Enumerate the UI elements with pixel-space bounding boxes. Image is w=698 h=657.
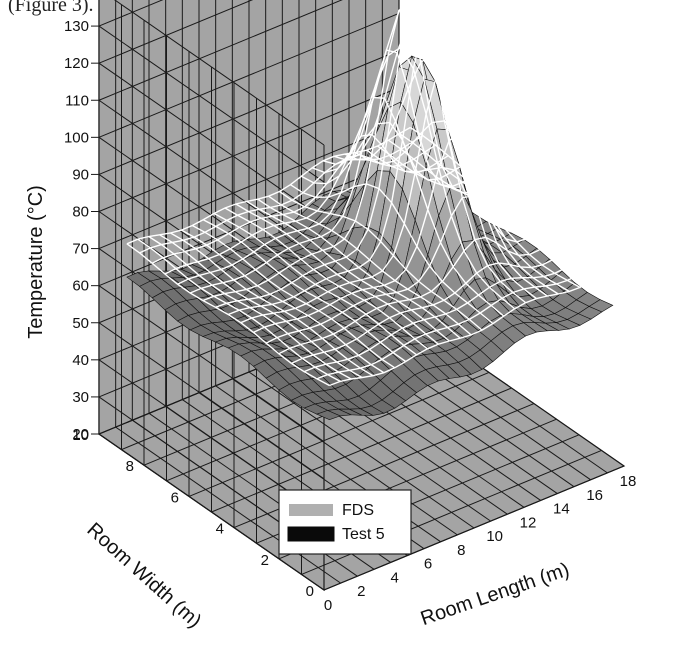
fds-wireframe-line (333, 0, 537, 300)
fds-wireframe-line (148, 235, 352, 380)
fds-wireframe-line (300, 121, 505, 317)
fds-wireframe-line (290, 183, 494, 325)
fds-wireframe-line (409, 126, 614, 271)
z-tick-label: 80 (72, 204, 89, 221)
x-axis-title: Room Length (m) (418, 559, 572, 630)
test5-surface-cell (588, 299, 614, 313)
fds-wireframe-line (213, 212, 418, 356)
z-tick-label: 130 (64, 18, 89, 35)
fds-wireframe-line (399, 133, 603, 277)
x-tick-label: 4 (390, 569, 398, 586)
x-tick-label: 12 (520, 514, 537, 531)
floor-gridline (188, 371, 490, 497)
fds-wireframe-line (268, 195, 472, 336)
z-axis-title: Temperature (°C) (25, 185, 47, 339)
z-tick-label: 20 (72, 426, 89, 443)
fds-wireframe-line (279, 190, 483, 331)
y-tick-label: 4 (216, 521, 224, 538)
fds-wireframe-line (355, 120, 559, 295)
z-tick-label: 60 (72, 278, 89, 295)
z-tick-label: 100 (64, 129, 89, 146)
z-tick-label: 110 (65, 92, 89, 109)
y-tick-label: 8 (126, 458, 134, 475)
fds-wireframe-line (311, 46, 516, 310)
legend-box (278, 489, 412, 555)
x-tick-label: 6 (424, 556, 432, 573)
fds-wireframe-line (246, 200, 450, 342)
fds-wireframe-line (159, 234, 363, 379)
x-tick-label: 16 (586, 487, 603, 504)
legend: FDS Test 5 (278, 489, 412, 555)
fds-wireframe-line (170, 232, 374, 377)
legend-label-fds: FDS (342, 502, 374, 519)
x-tick-label: 8 (457, 542, 465, 559)
y-tick-label: 10 (72, 427, 89, 444)
x-tick-label: 18 (620, 473, 637, 490)
fds-wireframe-line (126, 243, 330, 387)
z-tick-label: 30 (72, 389, 89, 406)
x-tick-label: 2 (357, 583, 365, 600)
x-tick-label: 10 (486, 528, 503, 545)
fds-wireframe-line (377, 145, 581, 289)
caption-fragment: (Figure 3). (8, 0, 94, 16)
fds-wireframe-line (344, 53, 548, 297)
fds-wireframe (126, 0, 614, 387)
floor-gridline (211, 387, 512, 513)
y-tick-label: 6 (171, 489, 179, 506)
z-tick-label: 90 (72, 166, 89, 183)
z-tick-label: 50 (72, 315, 89, 332)
fds-wireframe-line (322, 0, 527, 304)
x-tick-label: 0 (324, 597, 332, 614)
fds-wireframe-line (224, 207, 428, 350)
fds-wireframe-line (388, 139, 592, 283)
y-axis-title: Room Width (m) (83, 519, 206, 633)
fds-wireframe-line (257, 198, 461, 339)
fds-wireframe-line (235, 203, 439, 345)
fds-wireframe-line (366, 149, 570, 293)
fds-wireframe-line (137, 238, 341, 383)
legend-swatch-test5 (287, 526, 335, 542)
fds-wireframe-line (191, 224, 396, 369)
y-tick-label: 2 (261, 552, 269, 569)
fds-wireframe-line (202, 219, 407, 363)
z-tick-label: 120 (64, 55, 89, 72)
legend-label-test5: Test 5 (342, 526, 385, 543)
x-tick-label: 14 (553, 501, 570, 518)
fds-wireframe-line (181, 229, 385, 374)
y-tick-label: 0 (306, 583, 314, 600)
z-tick-label: 40 (72, 352, 89, 369)
legend-swatch-fds (287, 502, 335, 518)
z-tick-label: 70 (72, 241, 89, 258)
floor-gridline (323, 465, 625, 591)
axis-ticks: 20 30 40 50 60 70 80 90 100 110 120 130 14 00 2 4 6 8 10 12… (64, 18, 637, 614)
